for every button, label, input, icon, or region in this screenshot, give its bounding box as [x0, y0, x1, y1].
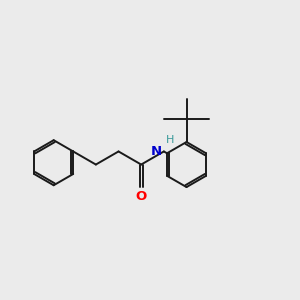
Text: H: H: [166, 135, 174, 145]
Text: N: N: [151, 145, 162, 158]
Text: O: O: [136, 190, 147, 203]
